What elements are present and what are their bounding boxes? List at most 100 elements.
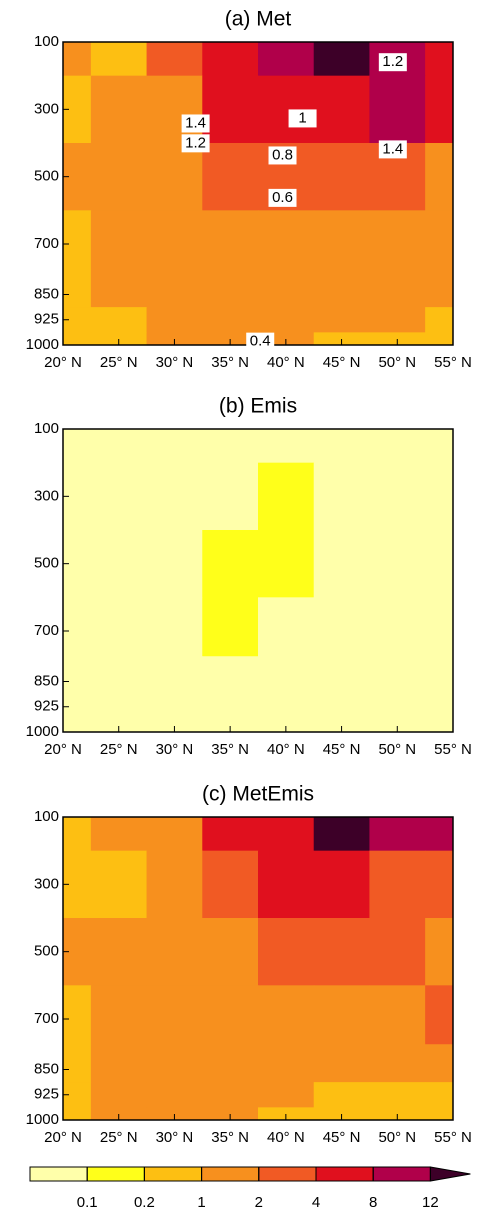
contour-cell [313, 656, 370, 695]
contour-cell [313, 719, 370, 733]
contour-cell [90, 269, 148, 308]
contour-cell [63, 1107, 92, 1121]
contour-cell [202, 597, 259, 657]
x-tick-label: 35° N [211, 354, 249, 371]
plot-frame [62, 816, 454, 1121]
y-tick-label: 700 [34, 622, 59, 639]
contour-cell [202, 530, 259, 598]
contour-cell [90, 307, 148, 333]
colorbar-swatch [315, 1166, 374, 1182]
contour-cell [313, 462, 370, 531]
annotation-box [181, 114, 210, 133]
contour-cell [313, 42, 370, 77]
colorbar-label: 0.1 [77, 1194, 98, 1211]
y-tick-label: 700 [34, 235, 59, 252]
contour-cell [313, 817, 370, 852]
y-tick-label: 925 [34, 698, 59, 715]
contour-label: 0.8 [272, 146, 293, 163]
contour-cell [369, 332, 426, 346]
contour-cell [90, 42, 148, 77]
y-tick-label: 850 [34, 285, 59, 302]
contour-cell [63, 656, 92, 695]
contour-cell [202, 1107, 259, 1121]
contour-cell [313, 269, 370, 308]
x-tick-label: 25° N [100, 1129, 138, 1146]
contour-cell [258, 307, 315, 333]
contour-cell [202, 307, 259, 333]
x-tick-label: 40° N [267, 1129, 305, 1146]
contour-cell [369, 850, 426, 919]
contour-cell [146, 269, 203, 308]
panel-title: (b) Emis [219, 395, 297, 418]
contour-cell [202, 269, 259, 308]
y-tick-label: 1000 [26, 723, 59, 740]
contour-cell [425, 817, 454, 852]
contour-cell [90, 850, 148, 919]
contour-cell [146, 530, 203, 598]
x-tick-label: 20° N [44, 741, 82, 758]
y-tick-label: 925 [34, 1086, 59, 1103]
contour-cell [425, 597, 454, 657]
contour-label: 1.2 [185, 134, 206, 151]
y-tick-label: 850 [34, 672, 59, 689]
contour-cell [313, 332, 370, 346]
contour-cell [63, 210, 92, 270]
contour-cell [369, 462, 426, 531]
contour-cell [202, 656, 259, 695]
x-tick-label: 50° N [378, 741, 416, 758]
contour-cell [202, 462, 259, 531]
contour-cell [425, 143, 454, 211]
contour-cell [202, 429, 259, 464]
plot-frame [62, 428, 454, 733]
y-tick-label: 850 [34, 1060, 59, 1077]
contour-cell [369, 985, 426, 1045]
contour-cell [63, 817, 92, 852]
contour-cell [369, 429, 426, 464]
contour-cell [313, 143, 370, 211]
contour-cell [425, 462, 454, 531]
contour-cell [425, 694, 454, 720]
x-tick-label: 50° N [378, 1129, 416, 1146]
contour-cell [369, 1107, 426, 1121]
x-tick-label: 45° N [323, 354, 361, 371]
contour-cell [425, 1044, 454, 1083]
contour-cell [90, 694, 148, 720]
contour-cell [63, 429, 92, 464]
contour-cell [313, 429, 370, 464]
contour-cell [425, 429, 454, 464]
x-tick-label: 50° N [378, 354, 416, 371]
x-tick-label: 55° N [434, 741, 472, 758]
x-tick-label: 25° N [100, 741, 138, 758]
contour-cell [90, 429, 148, 464]
contour-cell [202, 817, 259, 852]
colorbar-label: 8 [369, 1194, 377, 1211]
contour-cell [146, 694, 203, 720]
contour-cell [146, 143, 203, 211]
contour-cell [202, 694, 259, 720]
annotation-box [268, 146, 297, 165]
contour-cell [313, 1044, 370, 1083]
contour-cell [146, 42, 203, 77]
contour-label: 1.4 [382, 140, 403, 157]
contour-cell [202, 1082, 259, 1108]
contour-cell [425, 530, 454, 598]
contour-cell [146, 429, 203, 464]
contour-cell [90, 75, 148, 144]
contour-cell [146, 1082, 203, 1108]
contour-cell [202, 332, 259, 346]
x-tick-label: 45° N [323, 1129, 361, 1146]
contour-cell [425, 210, 454, 270]
contour-cell [146, 1107, 203, 1121]
contour-cell [258, 530, 315, 598]
contour-cell [313, 850, 370, 919]
contour-cell [369, 597, 426, 657]
x-tick-label: 55° N [434, 354, 472, 371]
colorbar-swatch [429, 1166, 471, 1182]
contour-cell [90, 530, 148, 598]
contour-label: 0.6 [272, 189, 293, 206]
contour-cell [258, 1082, 315, 1108]
contour-cell [90, 462, 148, 531]
contour-cell [369, 719, 426, 733]
contour-cell [369, 530, 426, 598]
contour-cell [90, 332, 148, 346]
